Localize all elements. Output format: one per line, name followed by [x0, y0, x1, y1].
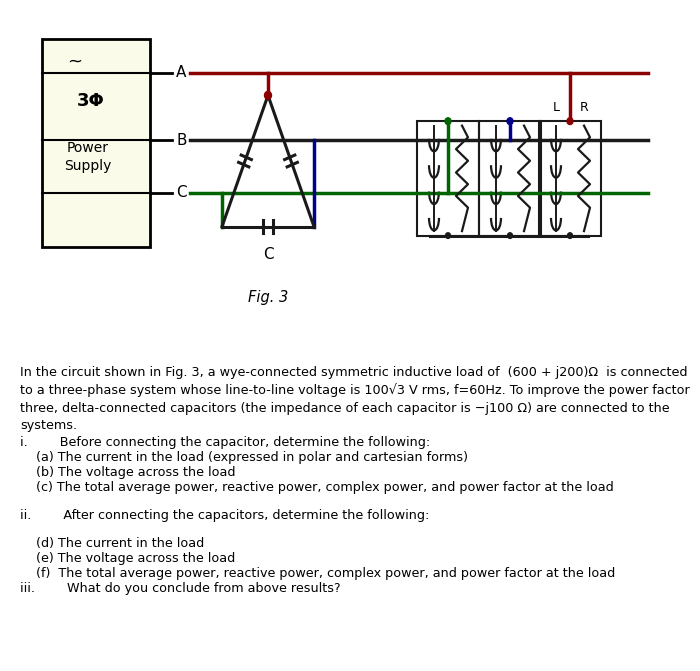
Bar: [539, 121, 601, 236]
Text: L: L: [552, 101, 559, 115]
Bar: [42, 40, 150, 247]
Text: (e) The voltage across the load: (e) The voltage across the load: [20, 552, 235, 565]
Circle shape: [265, 91, 272, 99]
Text: (d) The current in the load: (d) The current in the load: [20, 537, 204, 550]
Text: (f)  The total average power, reactive power, complex power, and power factor at: (f) The total average power, reactive po…: [20, 567, 615, 580]
Text: (a) The current in the load (expressed in polar and cartesian forms): (a) The current in the load (expressed i…: [20, 451, 468, 464]
Text: B: B: [176, 133, 186, 148]
Text: i.        Before connecting the capacitor, determine the following:: i. Before connecting the capacitor, dete…: [20, 435, 430, 449]
Text: iii.        What do you conclude from above results?: iii. What do you conclude from above res…: [20, 582, 341, 595]
Text: Power
Supply: Power Supply: [64, 141, 111, 173]
Text: C: C: [176, 185, 187, 201]
Text: R: R: [580, 101, 589, 115]
Circle shape: [445, 233, 451, 238]
Text: Fig. 3: Fig. 3: [248, 290, 288, 305]
Circle shape: [507, 118, 513, 125]
Text: C: C: [262, 247, 273, 262]
Text: (b) The voltage across the load: (b) The voltage across the load: [20, 466, 235, 479]
Text: ~: ~: [67, 53, 82, 70]
Text: 3Φ: 3Φ: [77, 92, 104, 110]
Circle shape: [568, 233, 573, 238]
Text: ii.        After connecting the capacitors, determine the following:: ii. After connecting the capacitors, det…: [20, 509, 429, 522]
Text: (c) The total average power, reactive power, complex power, and power factor at : (c) The total average power, reactive po…: [20, 481, 614, 494]
Circle shape: [508, 233, 512, 238]
Text: In the circuit shown in Fig. 3, a wye-connected symmetric inductive load of  (60: In the circuit shown in Fig. 3, a wye-co…: [20, 366, 689, 432]
Bar: [479, 121, 541, 236]
Circle shape: [567, 118, 573, 125]
Circle shape: [445, 118, 451, 125]
Text: A: A: [176, 65, 186, 81]
Bar: [417, 121, 479, 236]
